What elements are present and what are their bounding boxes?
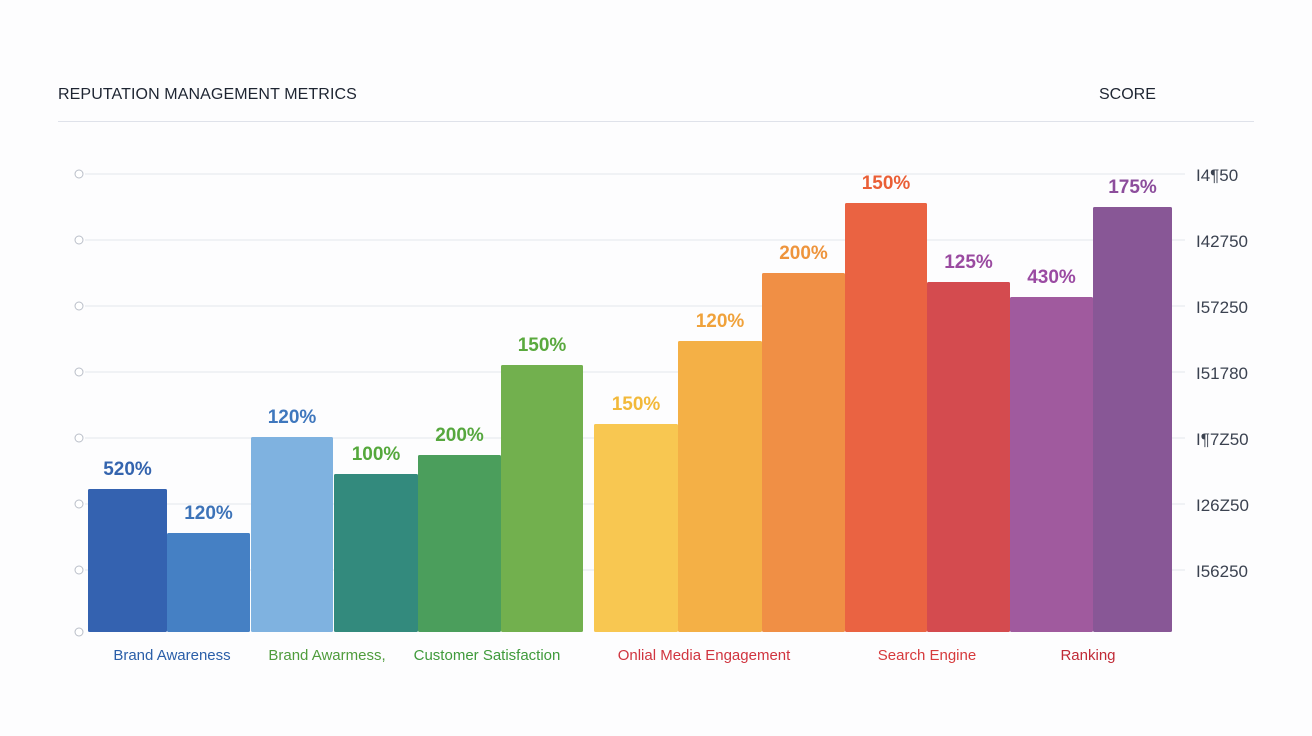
bar-value-label: 200% xyxy=(435,425,484,446)
right-axis-tick-label: I51780 xyxy=(1196,364,1248,383)
bar xyxy=(927,282,1010,632)
bar xyxy=(594,424,678,632)
category-label: Search Engine xyxy=(877,647,977,664)
right-axis-tick-label: I4¶50 xyxy=(1196,166,1238,185)
right-axis-tick-label: I56250 xyxy=(1196,562,1248,581)
category-label: Ranking xyxy=(1060,647,1116,664)
right-axis-tick-label: I26Z50 xyxy=(1196,496,1249,515)
bar xyxy=(418,455,501,632)
bar-value-label: 120% xyxy=(184,503,233,524)
axis-marker xyxy=(74,367,84,377)
bar-value-label: 430% xyxy=(1027,267,1076,288)
header-divider xyxy=(58,121,1254,122)
category-label: Customer Satisfaction xyxy=(413,647,561,664)
right-axis-tick-label: I¶7Z50 xyxy=(1196,430,1249,449)
bar xyxy=(167,533,250,632)
bar xyxy=(334,474,418,632)
axis-marker xyxy=(74,433,84,443)
bar xyxy=(88,489,167,632)
axis-marker xyxy=(74,499,84,509)
bar-value-label: 520% xyxy=(103,459,152,480)
axis-marker xyxy=(74,235,84,245)
bar-value-label: 120% xyxy=(268,407,317,428)
right-axis-tick-label: I57250 xyxy=(1196,298,1248,317)
axis-marker xyxy=(74,565,84,575)
category-label: Brand Awareness xyxy=(113,647,231,664)
bar xyxy=(251,437,333,632)
bar xyxy=(762,273,845,632)
bar xyxy=(1010,297,1093,632)
bar-value-label: 175% xyxy=(1108,177,1157,198)
bar xyxy=(678,341,762,632)
category-label: Brand Awarmess, xyxy=(268,647,386,664)
bar xyxy=(1093,207,1172,632)
right-axis-tick-label: I42750 xyxy=(1196,232,1248,251)
bar-value-label: 100% xyxy=(352,444,401,465)
bar-value-label: 150% xyxy=(862,173,911,194)
bar xyxy=(501,365,583,632)
bar-value-label: 125% xyxy=(944,252,993,273)
bar-value-label: 120% xyxy=(696,311,745,332)
score-heading: SCORE xyxy=(1099,86,1156,103)
axis-marker xyxy=(74,627,84,637)
axis-marker xyxy=(74,169,84,179)
bar-value-label: 150% xyxy=(518,335,567,356)
bar xyxy=(845,203,927,632)
category-label: Onlial Media Engagement xyxy=(617,647,791,664)
chart-title: REPUTATION MANAGEMENT METRICS xyxy=(58,86,357,103)
bar-value-label: 150% xyxy=(612,394,661,415)
bar-value-label: 200% xyxy=(779,243,828,264)
axis-marker xyxy=(74,301,84,311)
